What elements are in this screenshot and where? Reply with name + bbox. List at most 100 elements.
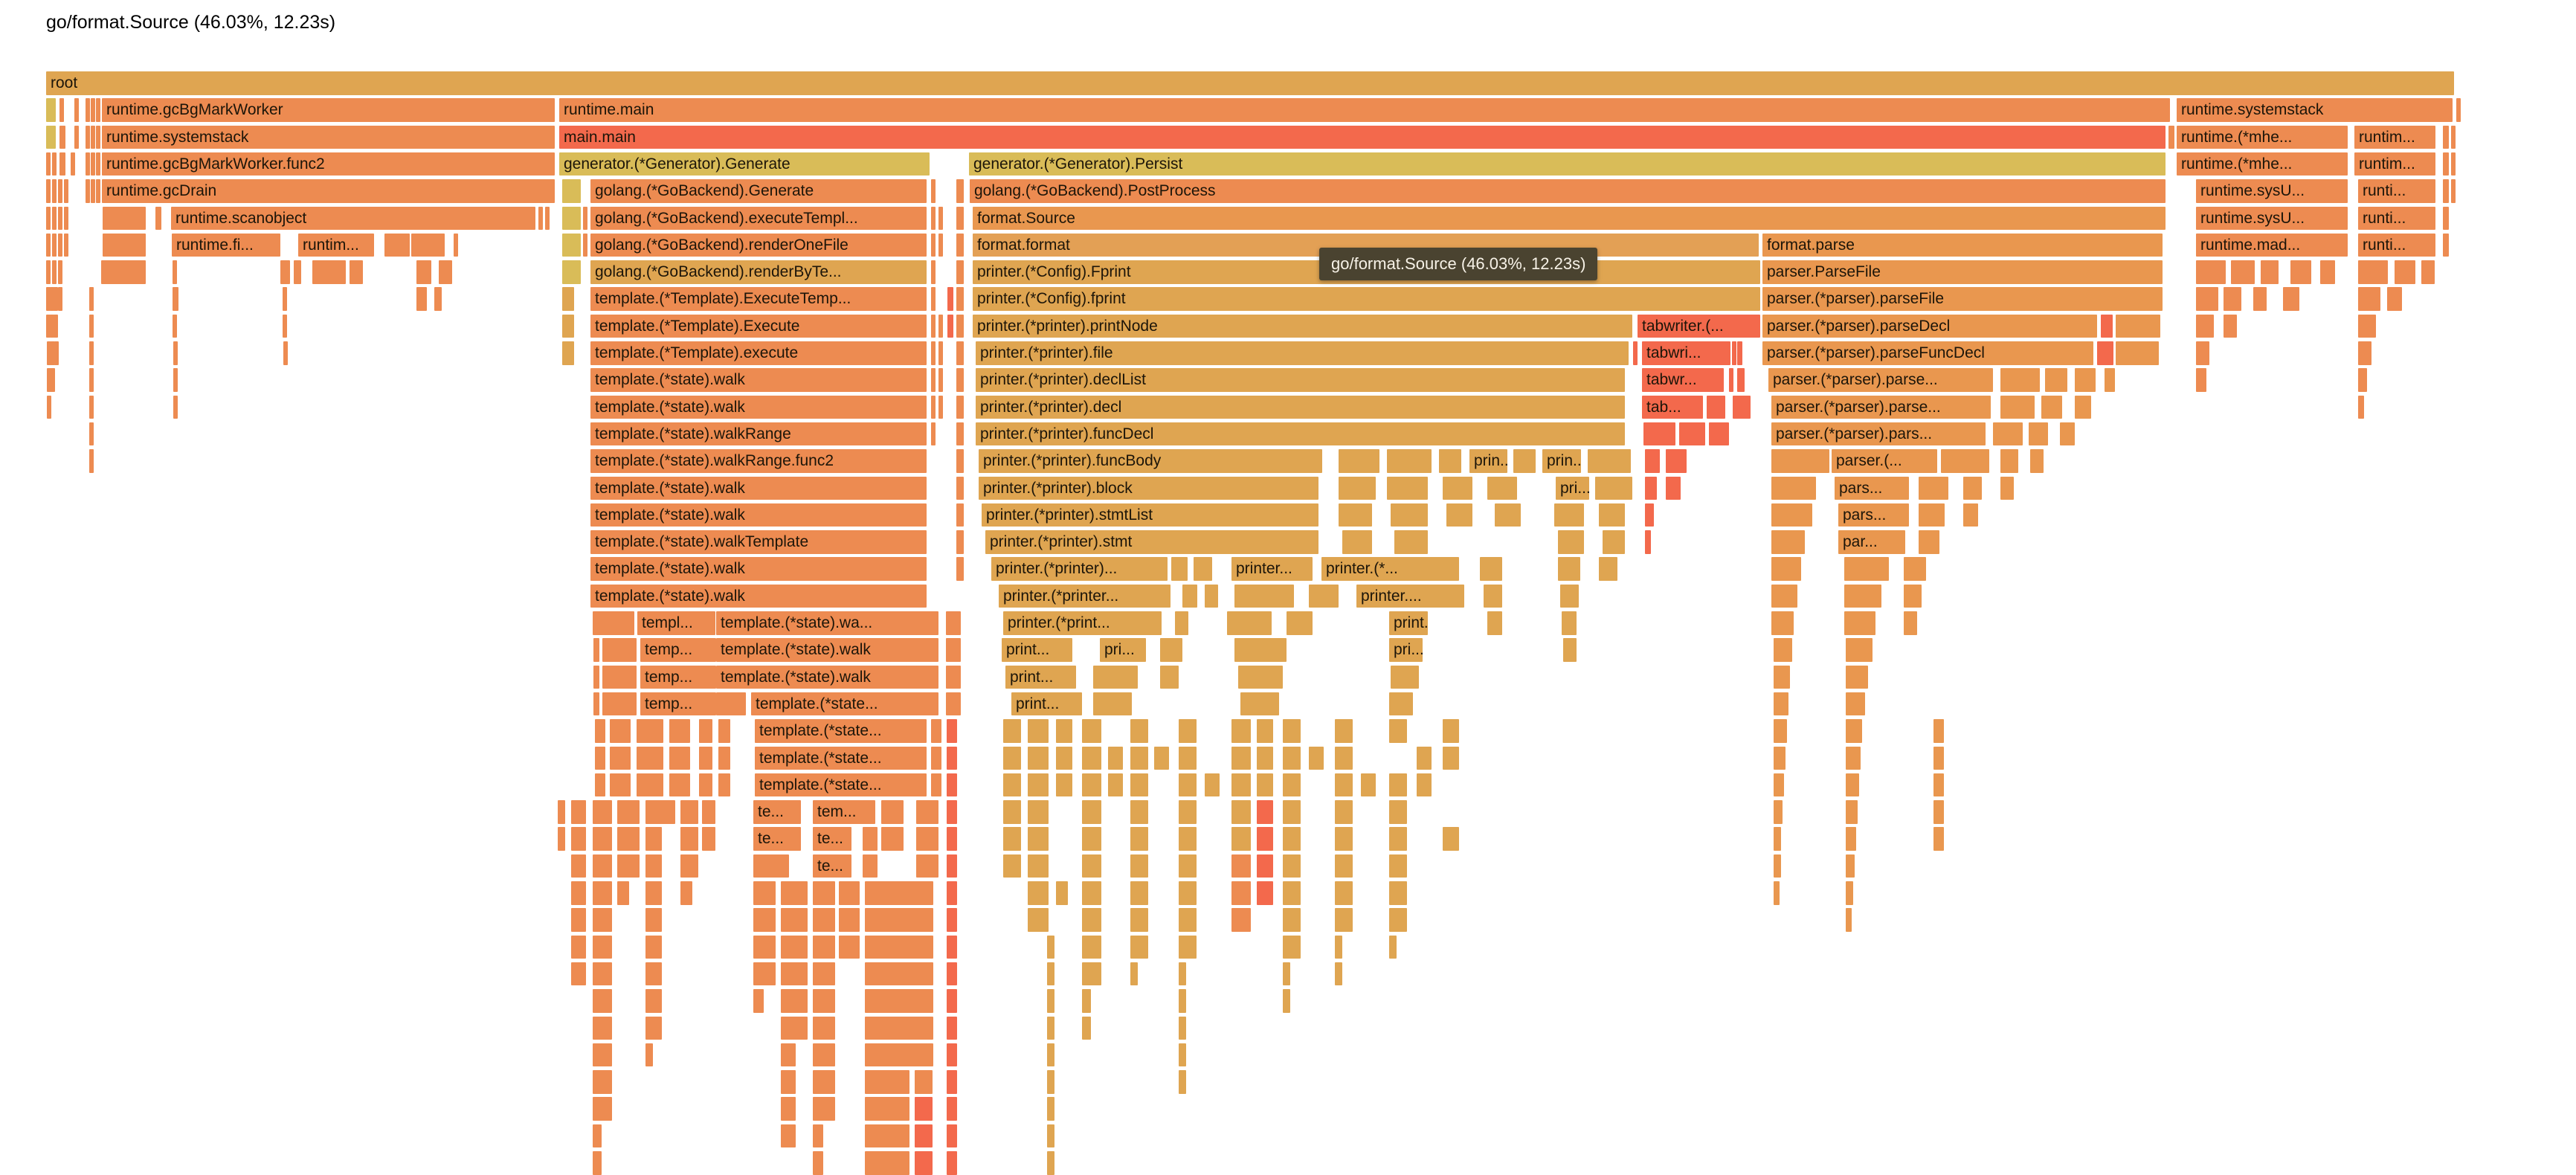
flame-frame-sliver[interactable]	[1737, 341, 1742, 365]
flame-frame[interactable]: runtime.scanobject	[171, 206, 535, 230]
flame-frame-sliver[interactable]	[865, 989, 933, 1013]
flame-frame-sliver[interactable]	[1003, 827, 1021, 851]
flame-frame-sliver[interactable]	[938, 206, 943, 230]
flame-frame[interactable]: par...	[1838, 530, 1905, 554]
flame-frame-sliver[interactable]	[865, 1151, 909, 1175]
flame-frame[interactable]: runtime.mad...	[2196, 233, 2348, 257]
flame-frame-sliver[interactable]	[91, 152, 95, 176]
flame-frame-sliver[interactable]	[571, 854, 586, 878]
flame-frame-sliver[interactable]	[1130, 881, 1148, 905]
flame-frame[interactable]: template.(*Template).execute	[590, 341, 927, 365]
flame-frame-sliver[interactable]	[52, 179, 57, 203]
flame-frame-sliver[interactable]	[155, 206, 161, 230]
flame-frame-sliver[interactable]	[1487, 611, 1502, 635]
flame-frame-sliver[interactable]	[956, 395, 964, 419]
flame-frame-sliver[interactable]	[312, 260, 346, 284]
flame-frame-sliver[interactable]	[54, 287, 58, 311]
flame-frame[interactable]: parser.(*parser).pars...	[1771, 422, 1986, 446]
flame-frame-sliver[interactable]	[947, 881, 957, 905]
flame-frame-sliver[interactable]	[781, 1016, 808, 1040]
flame-frame-sliver[interactable]	[1047, 1097, 1054, 1121]
flame-frame-sliver[interactable]	[1028, 800, 1049, 824]
flame-frame-sliver[interactable]	[1283, 881, 1301, 905]
flame-frame-sliver[interactable]	[2451, 179, 2456, 203]
flame-frame-sliver[interactable]	[58, 260, 62, 284]
flame-frame-sliver[interactable]	[1003, 746, 1021, 770]
flame-frame-sliver[interactable]	[916, 854, 938, 878]
flame-frame-sliver[interactable]	[865, 1097, 909, 1121]
flame-frame-sliver[interactable]	[865, 881, 933, 905]
flame-frame[interactable]: printer.(*printer).stmtList	[982, 503, 1318, 527]
flame-frame-sliver[interactable]	[916, 665, 938, 689]
flame-frame-sliver[interactable]	[1729, 368, 1733, 392]
flame-frame-sliver[interactable]	[2041, 395, 2062, 419]
flame-frame-sliver[interactable]	[562, 179, 581, 203]
flame-frame-sliver[interactable]	[938, 314, 943, 338]
flame-frame[interactable]: printer.(*printer).funcBody	[979, 449, 1322, 473]
flame-frame-sliver[interactable]	[602, 692, 637, 716]
flame-frame-sliver[interactable]	[1846, 746, 1861, 770]
flame-frame-sliver[interactable]	[71, 152, 75, 176]
flame-frame-sliver[interactable]	[1205, 584, 1218, 608]
flame-frame-sliver[interactable]	[1335, 908, 1353, 932]
flame-frame[interactable]: runtime.(*mhe...	[2177, 125, 2348, 149]
flame-frame-sliver[interactable]	[59, 125, 65, 149]
flame-frame-sliver[interactable]	[1389, 800, 1407, 824]
flame-frame[interactable]: printer.(*printer).printNode	[973, 314, 1632, 338]
flame-frame-sliver[interactable]	[1774, 746, 1786, 770]
flame-frame-sliver[interactable]	[2116, 341, 2159, 365]
flame-frame-sliver[interactable]	[1389, 908, 1407, 932]
flame-frame-sliver[interactable]	[1844, 611, 1875, 635]
flame-frame[interactable]: printer.(*printer).block	[979, 476, 1318, 500]
flame-frame[interactable]: golang.(*GoBackend).renderByTe...	[590, 260, 927, 284]
flame-frame-sliver[interactable]	[1130, 746, 1148, 770]
flame-frame-sliver[interactable]	[1154, 746, 1169, 770]
flame-frame-sliver[interactable]	[1342, 530, 1372, 554]
flame-frame[interactable]: template.(*state).walkTemplate	[590, 530, 927, 554]
flame-frame-sliver[interactable]	[562, 341, 574, 365]
flame-frame-sliver[interactable]	[1283, 800, 1301, 824]
flame-frame-sliver[interactable]	[781, 908, 808, 932]
flame-frame-sliver[interactable]	[617, 854, 640, 878]
flame-frame-sliver[interactable]	[1417, 746, 1432, 770]
flame-frame-sliver[interactable]	[2387, 287, 2402, 311]
flame-frame-sliver[interactable]	[702, 800, 715, 824]
flame-frame-sliver[interactable]	[54, 341, 59, 365]
flame-frame-sliver[interactable]	[1335, 800, 1353, 824]
flame-frame-sliver[interactable]	[915, 1097, 933, 1121]
flame-frame-sliver[interactable]	[1179, 908, 1197, 932]
flame-frame[interactable]: te...	[753, 800, 801, 824]
flame-frame-sliver[interactable]	[283, 341, 288, 365]
flame-frame[interactable]: parser.ParseFile	[1762, 260, 2163, 284]
flame-frame[interactable]: printer.(*print...	[1003, 611, 1162, 635]
flame-frame-sliver[interactable]	[1446, 503, 1472, 527]
flame-frame-sliver[interactable]	[2320, 260, 2335, 284]
flame-frame-sliver[interactable]	[645, 1043, 653, 1067]
flame-frame-sliver[interactable]	[956, 341, 964, 365]
flame-frame-sliver[interactable]	[1194, 557, 1212, 581]
flame-frame-sliver[interactable]	[173, 260, 177, 284]
flame-frame[interactable]: prin...	[1469, 449, 1507, 473]
flame-frame-sliver[interactable]	[863, 827, 878, 851]
flame-frame-sliver[interactable]	[947, 1124, 957, 1148]
flame-frame-sliver[interactable]	[1179, 1043, 1186, 1067]
flame-frame-sliver[interactable]	[1130, 773, 1148, 797]
flame-frame-sliver[interactable]	[1179, 746, 1197, 770]
flame-frame-sliver[interactable]	[2168, 125, 2174, 149]
flame-frame-sliver[interactable]	[595, 773, 605, 797]
flame-frame-sliver[interactable]	[947, 1151, 957, 1175]
flame-frame-sliver[interactable]	[89, 395, 94, 419]
flame-frame-sliver[interactable]	[595, 719, 605, 743]
flame-frame-sliver[interactable]	[2456, 98, 2461, 122]
flame-frame-sliver[interactable]	[46, 179, 51, 203]
flame-frame-sliver[interactable]	[1234, 584, 1294, 608]
flame-frame-sliver[interactable]	[813, 1097, 835, 1121]
flame-frame-sliver[interactable]	[1919, 530, 1939, 554]
flame-frame-sliver[interactable]	[602, 665, 637, 689]
flame-frame-sliver[interactable]	[571, 908, 586, 932]
flame-frame[interactable]: runti...	[2358, 206, 2435, 230]
flame-frame[interactable]: runtim...	[2354, 152, 2435, 176]
flame-frame-sliver[interactable]	[1205, 773, 1220, 797]
flame-frame-sliver[interactable]	[1633, 341, 1638, 365]
